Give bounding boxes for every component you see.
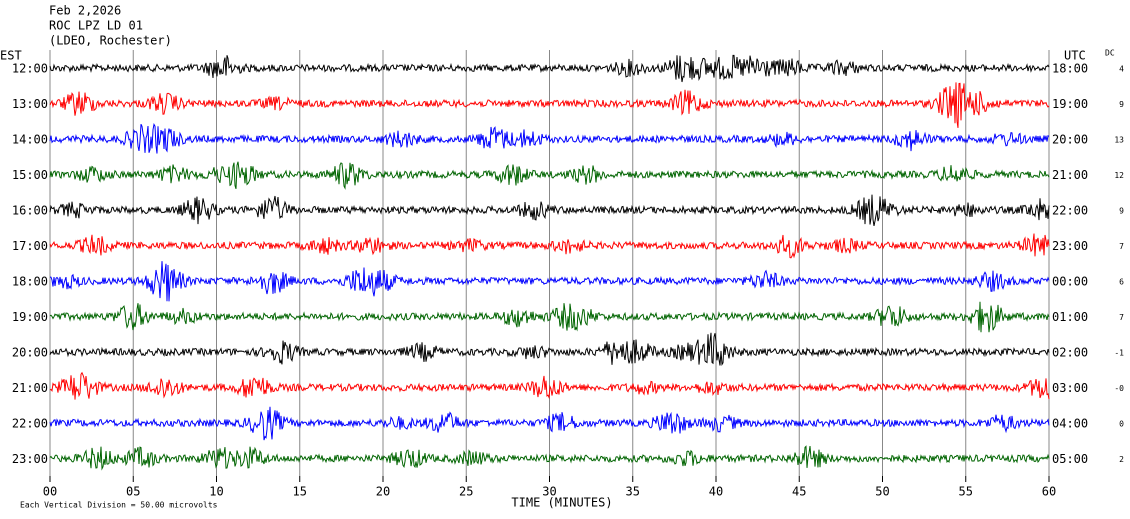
left-time-label: 17:00 (12, 239, 48, 253)
dc-value: 13 (1114, 136, 1124, 145)
dc-value: 0 (1119, 420, 1124, 429)
trace (49, 445, 1050, 471)
right-time-label: 23:00 (1052, 239, 1088, 253)
trace (49, 332, 1050, 366)
right-time-label: 05:00 (1052, 452, 1088, 466)
right-time-label: 04:00 (1052, 417, 1088, 431)
dc-value: 9 (1119, 100, 1124, 109)
right-time-label: 20:00 (1052, 133, 1088, 147)
dc-value: 4 (1119, 65, 1124, 74)
title-line: (LDEO, Rochester) (49, 34, 172, 48)
x-tick-label: 00 (43, 485, 57, 499)
right-time-label: 00:00 (1052, 275, 1088, 289)
x-tick-label: 30 (542, 485, 556, 499)
right-time-label: 22:00 (1052, 204, 1088, 218)
dc-value: 9 (1119, 207, 1124, 216)
trace (49, 233, 1050, 259)
left-time-label: 15:00 (12, 168, 48, 182)
left-time-label: 20:00 (12, 346, 48, 360)
dc-label: DC (1105, 49, 1115, 58)
title-line: Feb 2,2026 (49, 4, 121, 18)
scale-note: Each Vertical Division = 50.00 microvolt… (20, 501, 218, 510)
right-time-label: 18:00 (1052, 62, 1088, 76)
trace (49, 122, 1050, 154)
left-time-label: 13:00 (12, 97, 48, 111)
trace (49, 371, 1050, 400)
left-time-label: 22:00 (12, 417, 48, 431)
left-time-label: 16:00 (12, 204, 48, 218)
left-time-label: 23:00 (12, 452, 48, 466)
x-tick-label: 60 (1042, 485, 1056, 499)
right-time-label: 02:00 (1052, 346, 1088, 360)
dc-value: 2 (1119, 455, 1124, 464)
trace (49, 301, 1050, 333)
dc-value: 7 (1119, 242, 1124, 251)
dc-value: 6 (1119, 278, 1124, 287)
right-time-label: 21:00 (1052, 168, 1088, 182)
dc-value: 12 (1114, 171, 1124, 180)
left-time-label: 18:00 (12, 275, 48, 289)
right-axis-label: UTC (1064, 49, 1086, 63)
x-tick-label: 40 (709, 485, 723, 499)
x-tick-label: 35 (626, 485, 640, 499)
dc-value: -1 (1114, 349, 1124, 358)
trace (49, 194, 1050, 226)
dc-value: 7 (1119, 313, 1124, 322)
right-time-label: 01:00 (1052, 310, 1088, 324)
x-tick-label: 15 (293, 485, 307, 499)
left-axis-label: EST (0, 49, 22, 63)
left-time-label: 19:00 (12, 310, 48, 324)
x-tick-label: 05 (126, 485, 140, 499)
x-tick-label: 55 (959, 485, 973, 499)
left-time-label: 12:00 (12, 62, 48, 76)
trace (49, 54, 1050, 83)
trace (49, 161, 1050, 190)
right-time-label: 19:00 (1052, 97, 1088, 111)
trace (49, 406, 1050, 441)
dc-value: -0 (1114, 384, 1124, 393)
trace (49, 82, 1050, 128)
x-tick-label: 25 (459, 485, 473, 499)
left-time-label: 21:00 (12, 381, 48, 395)
right-time-label: 03:00 (1052, 381, 1088, 395)
x-tick-label: 10 (209, 485, 223, 499)
left-time-label: 14:00 (12, 133, 48, 147)
x-tick-label: 20 (376, 485, 390, 499)
x-tick-label: 45 (792, 485, 806, 499)
x-tick-label: 50 (875, 485, 889, 499)
x-axis-label: TIME (MINUTES) (511, 496, 612, 510)
title-line: ROC LPZ LD 01 (49, 19, 143, 33)
trace (49, 261, 1050, 302)
